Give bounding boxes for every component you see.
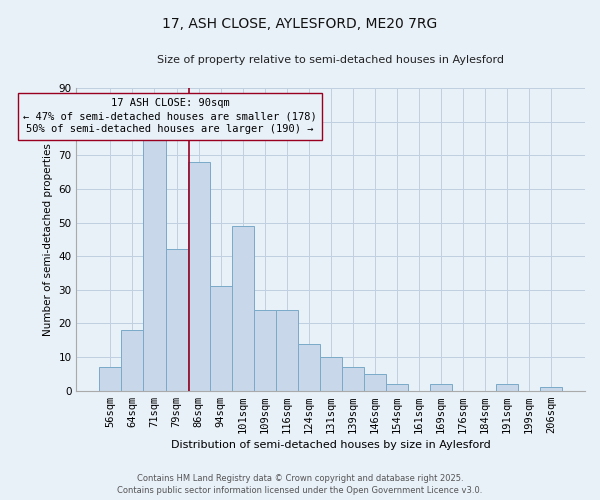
- Text: 17 ASH CLOSE: 90sqm
← 47% of semi-detached houses are smaller (178)
50% of semi-: 17 ASH CLOSE: 90sqm ← 47% of semi-detach…: [23, 98, 317, 134]
- Bar: [298, 344, 320, 390]
- Bar: [232, 226, 254, 390]
- Bar: [121, 330, 143, 390]
- Bar: [364, 374, 386, 390]
- Bar: [100, 367, 121, 390]
- Bar: [341, 367, 364, 390]
- Y-axis label: Number of semi-detached properties: Number of semi-detached properties: [43, 143, 53, 336]
- Bar: [254, 310, 275, 390]
- Bar: [209, 286, 232, 391]
- Bar: [275, 310, 298, 390]
- Bar: [166, 250, 188, 390]
- Text: 17, ASH CLOSE, AYLESFORD, ME20 7RG: 17, ASH CLOSE, AYLESFORD, ME20 7RG: [163, 18, 437, 32]
- Title: Size of property relative to semi-detached houses in Aylesford: Size of property relative to semi-detach…: [157, 55, 504, 65]
- Bar: [540, 388, 562, 390]
- Bar: [496, 384, 518, 390]
- Bar: [386, 384, 408, 390]
- Bar: [430, 384, 452, 390]
- Bar: [320, 357, 341, 390]
- Text: Contains HM Land Registry data © Crown copyright and database right 2025.
Contai: Contains HM Land Registry data © Crown c…: [118, 474, 482, 495]
- Bar: [143, 138, 166, 390]
- X-axis label: Distribution of semi-detached houses by size in Aylesford: Distribution of semi-detached houses by …: [171, 440, 491, 450]
- Bar: [188, 162, 209, 390]
